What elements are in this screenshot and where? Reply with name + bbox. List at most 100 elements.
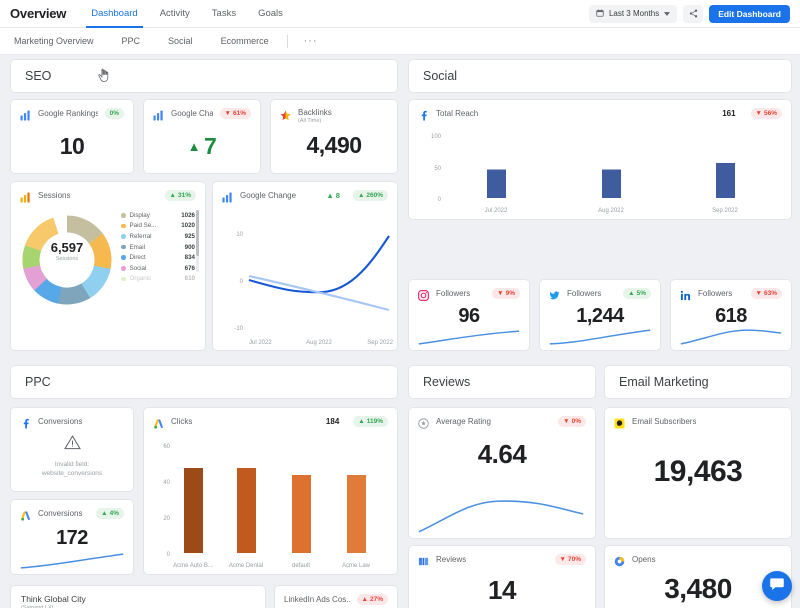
- kpi-value: 172: [56, 527, 88, 549]
- y-axis-tick: -10: [234, 326, 243, 332]
- legend-label: Display: [129, 211, 150, 219]
- google-analytics-icon: [20, 190, 31, 203]
- edit-dashboard-button[interactable]: Edit Dashboard: [709, 4, 790, 23]
- clicks-bar-chart: 60 40 20 0 Acme Auto B... Acme Dental de…: [163, 444, 370, 569]
- card-title: Conversions: [38, 417, 83, 426]
- section-title-seo: SEO: [25, 69, 52, 83]
- legend-color-swatch: [121, 244, 126, 250]
- donut-center-sublabel: Sessions: [55, 256, 79, 262]
- card-clicks[interactable]: Clicks 184 ▲ 119% 60 40 20 0 Acme Auto B…: [143, 407, 398, 575]
- legend-color-swatch: [121, 255, 126, 260]
- tab-activity[interactable]: Activity: [159, 8, 190, 19]
- legend-item: Direct 834: [121, 252, 195, 263]
- card-header: Followers ▼ 9%: [409, 280, 529, 301]
- primary-nav: Dashboard Activity Tasks Goals: [80, 0, 294, 28]
- subtab-ecommerce[interactable]: Ecommerce: [220, 36, 269, 46]
- legend-color-swatch: [121, 223, 126, 229]
- x-axis-tick: Acme Auto B...: [173, 563, 213, 569]
- badge-value: 260%: [366, 192, 383, 199]
- badge-value: 61%: [232, 110, 246, 117]
- tab-goals[interactable]: Goals: [258, 8, 283, 19]
- card-title: Google Cha...: [171, 109, 213, 118]
- facebook-icon: [418, 108, 429, 121]
- kpi-value: 184: [325, 417, 340, 426]
- card-ads-conversions[interactable]: Conversions ▲ 4% 172: [10, 499, 134, 575]
- badge-arrow-down-icon: ▼: [497, 290, 504, 297]
- card-opens[interactable]: Opens 3,480: [604, 545, 792, 608]
- star-icon: [280, 108, 291, 120]
- y-axis-tick: 50: [434, 166, 441, 172]
- card-linkedin-followers[interactable]: Followers ▼ 63% 618: [670, 279, 792, 351]
- card-title-block: Backlinks (All Time): [298, 108, 332, 124]
- instagram-followers-sparkline: [418, 330, 520, 345]
- subtab-marketing-overview[interactable]: Marketing Overview: [14, 36, 94, 46]
- google-analytics-icon: [20, 108, 31, 121]
- legend-scrollbar-thumb[interactable]: [196, 210, 199, 256]
- legend-value: 900: [184, 243, 195, 251]
- section-header-social: Social: [408, 59, 792, 93]
- card-google-rankings[interactable]: Google Rankings 0% 10: [10, 99, 134, 174]
- card-title: Average Rating: [436, 417, 491, 426]
- google-analytics-icon: [153, 108, 164, 121]
- delta-value: 8: [335, 191, 340, 200]
- card-title: LinkedIn Ads Cos...: [284, 595, 350, 604]
- card-total-reach[interactable]: Total Reach 161 ▼ 56% 100 50 0 Jul 2022 …: [408, 99, 792, 220]
- card-email-subscribers[interactable]: Email Subscribers 19,463: [604, 407, 792, 539]
- trend-up-arrow-icon: ▲: [326, 191, 334, 200]
- tab-tasks[interactable]: Tasks: [211, 8, 237, 19]
- google-ads-icon: [20, 508, 31, 521]
- status-badge: ▲ 31%: [164, 190, 196, 201]
- legend-color-swatch: [121, 213, 126, 218]
- legend-label: Referral: [129, 232, 152, 240]
- badge-value: 31%: [177, 192, 191, 199]
- review-icon: [418, 416, 429, 429]
- card-google-change-kpi[interactable]: Google Cha... ▼ 61% ▲ 7: [143, 99, 261, 174]
- legend-color-swatch: [121, 276, 126, 282]
- badge-arrow-down-icon: ▼: [563, 418, 570, 425]
- badge-arrow-up-icon: ▲: [358, 418, 365, 425]
- card-average-rating[interactable]: Average Rating ▼ 0% 4.64: [408, 407, 596, 539]
- badge-value: 5%: [636, 290, 646, 297]
- card-title: Reviews: [436, 555, 467, 564]
- tab-dashboard[interactable]: Dashboard: [80, 0, 148, 28]
- card-goal-think-global-city[interactable]: Think Global City (Samand LX) Current Ta…: [10, 585, 266, 608]
- y-axis-tick: 60: [163, 444, 170, 450]
- status-badge: ▼ 0%: [558, 416, 586, 427]
- status-badge: ▼ 63%: [750, 288, 782, 299]
- subnav-more-button[interactable]: ···: [303, 35, 318, 47]
- card-twitter-followers[interactable]: Followers ▲ 5% 1,244: [539, 279, 661, 351]
- card-title: Total Reach: [436, 109, 479, 118]
- card-google-change-chart[interactable]: Google Change ▲ 8 ▲ 260% 10 0 -10 Jul 20…: [212, 181, 398, 351]
- subtab-ppc[interactable]: PPC: [121, 36, 141, 46]
- chat-support-button[interactable]: [762, 571, 792, 601]
- sessions-legend[interactable]: Display 1026 Paid Se... 1020 Referral 925 E…: [121, 210, 195, 284]
- card-header: Backlinks (All Time): [271, 100, 397, 124]
- legend-item: Paid Se... 1020: [121, 221, 195, 232]
- badge-arrow-up-icon: ▲: [361, 596, 368, 603]
- mailchimp-icon: [614, 416, 625, 429]
- status-badge: ▲ 4%: [96, 508, 124, 519]
- badge-value: 56%: [763, 110, 777, 117]
- goal-title: Think Global City: [21, 594, 86, 604]
- card-title: Followers: [698, 289, 733, 298]
- status-badge: 0%: [104, 108, 124, 119]
- share-button[interactable]: [683, 4, 704, 23]
- linkedin-icon: [680, 288, 691, 301]
- legend-scrollbar[interactable]: [196, 210, 199, 272]
- dashboard-canvas: SEO Google Rankings 0% 10 Google Cha... …: [0, 55, 800, 608]
- bar: [347, 475, 366, 553]
- top-bar: Overview Dashboard Activity Tasks Goals …: [0, 0, 800, 28]
- card-facebook-conversions-error[interactable]: Conversions Invalid field: website_conve…: [10, 407, 134, 492]
- card-linkedin-ads-cost[interactable]: LinkedIn Ads Cos... ▲ 27% $8.03: [274, 585, 398, 608]
- kpi-value: 10: [59, 133, 85, 159]
- date-range-picker[interactable]: Last 3 Months: [588, 4, 678, 23]
- card-instagram-followers[interactable]: Followers ▼ 9% 96: [408, 279, 530, 351]
- card-reviews-count[interactable]: Reviews ▼ 70% 14: [408, 545, 596, 608]
- bar: [602, 169, 621, 198]
- twitter-followers-sparkline: [549, 329, 651, 345]
- subtab-social[interactable]: Social: [168, 36, 193, 46]
- card-backlinks[interactable]: Backlinks (All Time) 4,490: [270, 99, 398, 174]
- bar: [716, 163, 735, 198]
- card-title: Conversions: [38, 509, 83, 518]
- card-sessions[interactable]: Sessions ▲ 31% 6,597 Sessions: [10, 181, 206, 351]
